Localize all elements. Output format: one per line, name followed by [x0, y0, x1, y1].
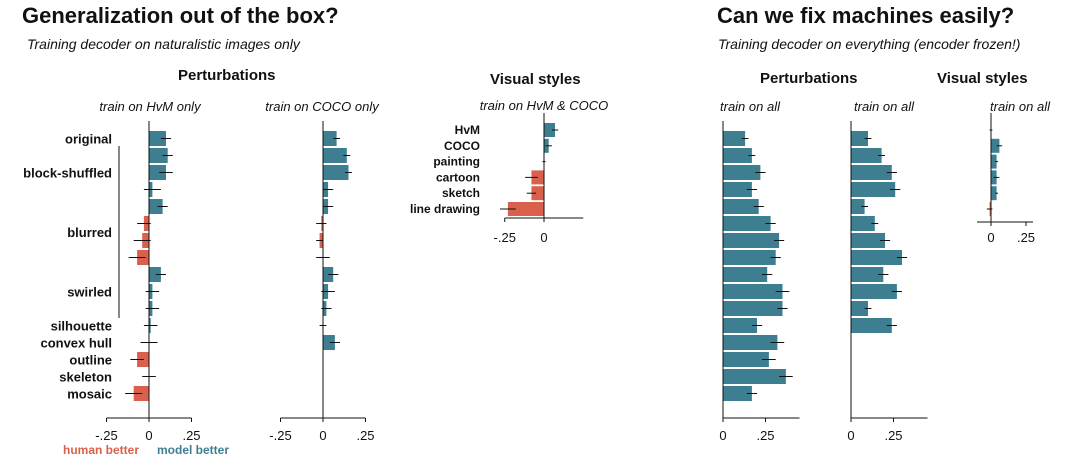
category-label-1: COCO [444, 139, 480, 153]
bar-4-5 [851, 216, 875, 231]
bar-3-12 [723, 335, 778, 350]
bar-3-13 [723, 352, 769, 367]
group-label-5: convex hull [40, 336, 112, 351]
x-tick-label-4-0: 0 [847, 428, 854, 443]
panel-3-title: train on all [720, 99, 781, 114]
group-label-7: skeleton [59, 370, 112, 385]
x-tick-label-1-2: .25 [356, 428, 374, 443]
bar-0-4 [149, 199, 163, 214]
bar-0-0 [149, 131, 166, 146]
panel-4-title: train on all [854, 99, 915, 114]
bar-0-2 [149, 165, 166, 180]
bar-4-1 [851, 148, 882, 163]
bar-2-0 [544, 123, 555, 137]
category-label-5: line drawing [410, 202, 480, 216]
panel-0-title: train on HvM only [99, 99, 202, 114]
bar-3-7 [723, 250, 776, 265]
bar-4-6 [851, 233, 885, 248]
bar-3-9 [723, 284, 783, 299]
bar-4-7 [851, 250, 902, 265]
bar-3-3 [723, 182, 752, 197]
group-label-8: mosaic [67, 387, 112, 402]
x-tick-label-1-1: 0 [319, 428, 326, 443]
x-tick-label-0-0: -.25 [95, 428, 117, 443]
category-label-3: cartoon [436, 170, 480, 184]
panel-1-title: train on COCO only [265, 99, 380, 114]
bar-3-0 [723, 131, 746, 146]
bar-4-3 [851, 182, 896, 197]
group-label-0: original [65, 132, 112, 147]
x-tick-label-5-1: .25 [1017, 230, 1035, 245]
bar-3-4 [723, 199, 759, 214]
group-label-1: block-shuffled [23, 166, 112, 181]
left-section-subtitle: Training decoder on naturalistic images … [27, 36, 300, 52]
x-tick-label-3-0: 0 [719, 428, 726, 443]
bar-3-5 [723, 216, 771, 231]
right-section-title: Can we fix machines easily? [717, 3, 1015, 28]
x-tick-label-0-2: .25 [182, 428, 200, 443]
human-better-label: human better [63, 443, 140, 457]
category-label-4: sketch [442, 186, 480, 200]
bar-5-2 [991, 154, 997, 169]
bar-2-4 [531, 186, 544, 201]
bar-3-2 [723, 165, 761, 180]
left-section-title: Generalization out of the box? [22, 3, 339, 28]
x-tick-label-5-0: 0 [987, 230, 994, 245]
panel-2-title: train on HvM & COCO [480, 98, 609, 113]
bar-4-0 [851, 131, 868, 146]
bar-0-1 [149, 148, 168, 163]
group-label-6: outline [69, 353, 112, 368]
bar-3-14 [723, 369, 786, 384]
bar-1-2 [323, 165, 349, 180]
bar-2-5 [507, 202, 544, 216]
bar-0-8 [149, 267, 161, 282]
x-tick-label-2-1: 0 [540, 230, 547, 245]
bar-4-11 [851, 318, 892, 333]
bar-1-1 [323, 148, 347, 163]
x-tick-label-3-1: .25 [756, 428, 774, 443]
bar-1-0 [323, 131, 337, 146]
category-label-2: painting [433, 155, 480, 169]
right-visual-styles-title: Visual styles [937, 70, 1028, 87]
panel-5-title: train on all [990, 99, 1051, 114]
x-tick-label-2-0: -.25 [494, 230, 516, 245]
bar-3-1 [723, 148, 752, 163]
bar-4-9 [851, 284, 897, 299]
bar-3-10 [723, 301, 783, 316]
bar-4-2 [851, 165, 892, 180]
bar-3-11 [723, 318, 757, 333]
category-label-0: HvM [455, 123, 480, 137]
left-perturbations-title: Perturbations [178, 67, 276, 84]
bar-4-8 [851, 267, 884, 282]
right-section-subtitle: Training decoder on everything (encoder … [718, 36, 1021, 52]
bar-5-1 [991, 138, 1000, 153]
bar-3-15 [723, 386, 752, 401]
x-tick-label-0-1: 0 [145, 428, 152, 443]
group-label-3: swirled [67, 285, 112, 300]
bar-4-4 [851, 199, 865, 214]
right-perturbations-title: Perturbations [760, 70, 858, 87]
x-tick-label-4-1: .25 [884, 428, 902, 443]
model-better-label: model better [157, 443, 230, 457]
bar-5-4 [991, 186, 997, 201]
group-label-4: silhouette [51, 319, 112, 334]
left-visual-styles-title: Visual styles [490, 71, 581, 88]
bar-3-8 [723, 267, 768, 282]
bar-4-10 [851, 301, 868, 316]
group-label-2: blurred [67, 225, 112, 240]
bar-3-6 [723, 233, 780, 248]
x-tick-label-1-0: -.25 [269, 428, 291, 443]
bar-1-12 [323, 335, 335, 350]
